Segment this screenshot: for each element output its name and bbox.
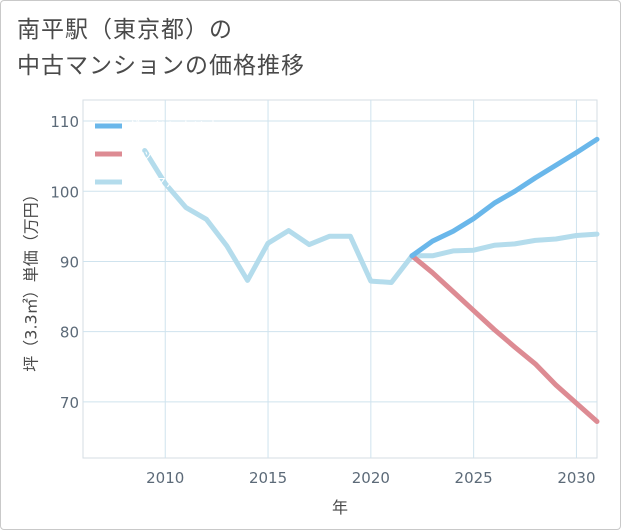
x-tick-2030: 2030 <box>557 469 595 487</box>
series-line-0 <box>409 136 600 259</box>
legend-label-0: グッドシナリオ <box>127 120 218 135</box>
y-axis-title: 坪（3.3㎡）単価（万円） <box>22 186 41 371</box>
x-tick-2020: 2020 <box>352 469 390 487</box>
legend-label-1: バッドシナリオ <box>127 148 218 163</box>
y-tick-100: 100 <box>50 183 79 201</box>
series-line-2 <box>142 148 600 285</box>
legend-label-2: ノーマルシナリオ <box>127 176 231 191</box>
y-tick-110: 110 <box>50 113 79 131</box>
chart-title: 南平駅（東京都）の 中古マンションの価格推移 <box>17 12 305 84</box>
y-tick-80: 80 <box>60 324 79 342</box>
y-tick-90: 90 <box>60 253 79 271</box>
series-layer <box>142 136 600 424</box>
series-line-1 <box>409 253 600 424</box>
plot-border <box>82 99 598 459</box>
y-tick-labels: 70 80 90 100 110 <box>50 113 79 412</box>
x-tick-labels: 2010 2015 2020 2025 2030 <box>146 469 595 487</box>
title-line-2: 中古マンションの価格推移 <box>17 53 305 79</box>
plot-area <box>82 99 598 459</box>
x-tick-2015: 2015 <box>249 469 287 487</box>
x-axis-title: 年 <box>332 498 348 517</box>
y-tick-70: 70 <box>60 394 79 412</box>
x-tick-2025: 2025 <box>455 469 493 487</box>
x-tick-2010: 2010 <box>146 469 184 487</box>
title-line-1: 南平駅（東京都）の <box>17 17 233 43</box>
